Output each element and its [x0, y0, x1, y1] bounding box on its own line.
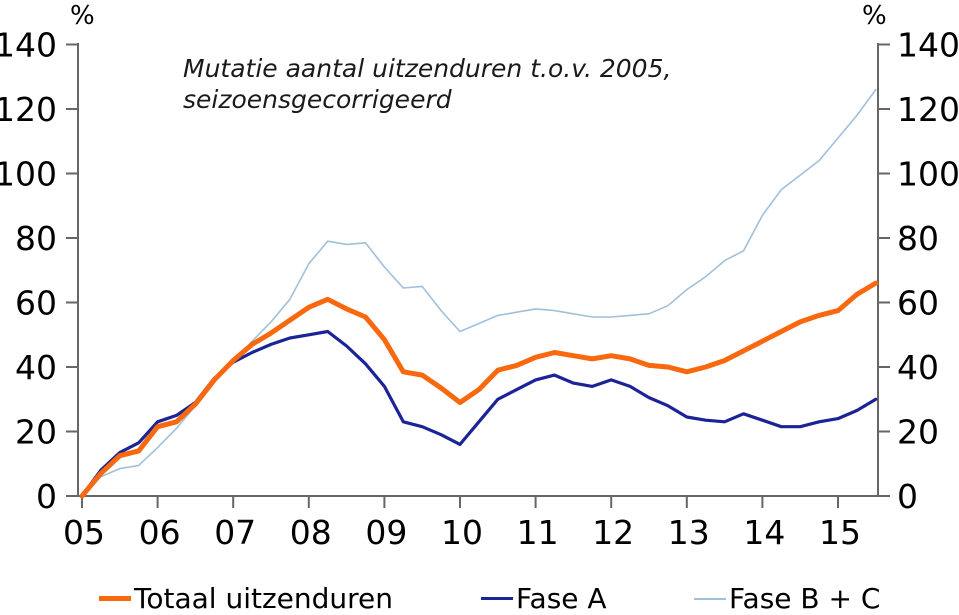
y-tick-label-right: 80 [897, 219, 939, 258]
y-tick-label-left: 120 [0, 90, 57, 129]
chart-annotation: Mutatie aantal uitzenduren t.o.v. 2005, … [183, 53, 671, 115]
legend-dash-fase-a [481, 597, 513, 600]
x-tick-label: 14 [743, 513, 785, 552]
series-line-fase-a [80, 329, 878, 498]
x-tick-label: 07 [214, 513, 256, 552]
legend-label-fase-a: Fase A [516, 582, 607, 615]
legend-item-fase-a: Fase A [481, 582, 607, 615]
chart-annotation-line2: seizoensgecorrigeerd [183, 85, 452, 114]
y-tick-label-left: 80 [15, 219, 57, 258]
legend-dash-fase-b-c [694, 597, 726, 600]
y-tick-label-left: 140 [0, 26, 57, 65]
y-tick-label-right: 100 [897, 155, 959, 194]
x-tick-label: 13 [668, 513, 710, 552]
legend-label-totaal-uitzenduren: Totaal uitzenduren [134, 582, 394, 615]
legend-dash-totaal-uitzenduren [99, 596, 131, 601]
y-tick-label-right: 20 [897, 413, 939, 452]
chart-annotation-line1: Mutatie aantal uitzenduren t.o.v. 2005, [183, 54, 672, 83]
x-tick-label: 05 [63, 513, 105, 552]
series-line-totaal-uitzenduren [79, 280, 879, 499]
y-tick-label-left: 100 [0, 155, 57, 194]
x-tick-label: 10 [441, 513, 483, 552]
legend-label-fase-b-c: Fase B + C [729, 582, 881, 615]
y-tick-label-right: 40 [897, 348, 939, 387]
y-axis-unit-right: % [862, 1, 887, 31]
legend-item-fase-b-c: Fase B + C [694, 582, 880, 615]
y-tick-label-right: 0 [897, 477, 918, 516]
x-tick-label: 08 [290, 513, 332, 552]
y-axis-unit-left: % [70, 1, 95, 31]
y-tick-label-left: 60 [15, 284, 57, 323]
y-tick-label-left: 0 [36, 477, 57, 516]
y-tick-label-left: 20 [15, 413, 57, 452]
series-line-fase-b-c [81, 88, 877, 497]
x-tick-label: 09 [365, 513, 407, 552]
y-tick-label-right: 120 [897, 90, 959, 129]
y-tick-label-right: 140 [897, 26, 959, 65]
x-tick-label: 15 [819, 513, 861, 552]
x-tick-label: 11 [517, 513, 559, 552]
y-tick-label-right: 60 [897, 284, 939, 323]
plot-area: 0 0 20 20 40 40 60 60 80 80 100 100 120 120 140 140 05 06… [0, 26, 959, 553]
x-tick-label: 12 [592, 513, 634, 552]
legend-item-totaal-uitzenduren: Totaal uitzenduren [99, 582, 393, 615]
y-tick-label-left: 40 [15, 348, 57, 387]
x-tick-label: 06 [139, 513, 181, 552]
legend: Totaal uitzenduren Fase A Fase B + C [0, 582, 959, 615]
